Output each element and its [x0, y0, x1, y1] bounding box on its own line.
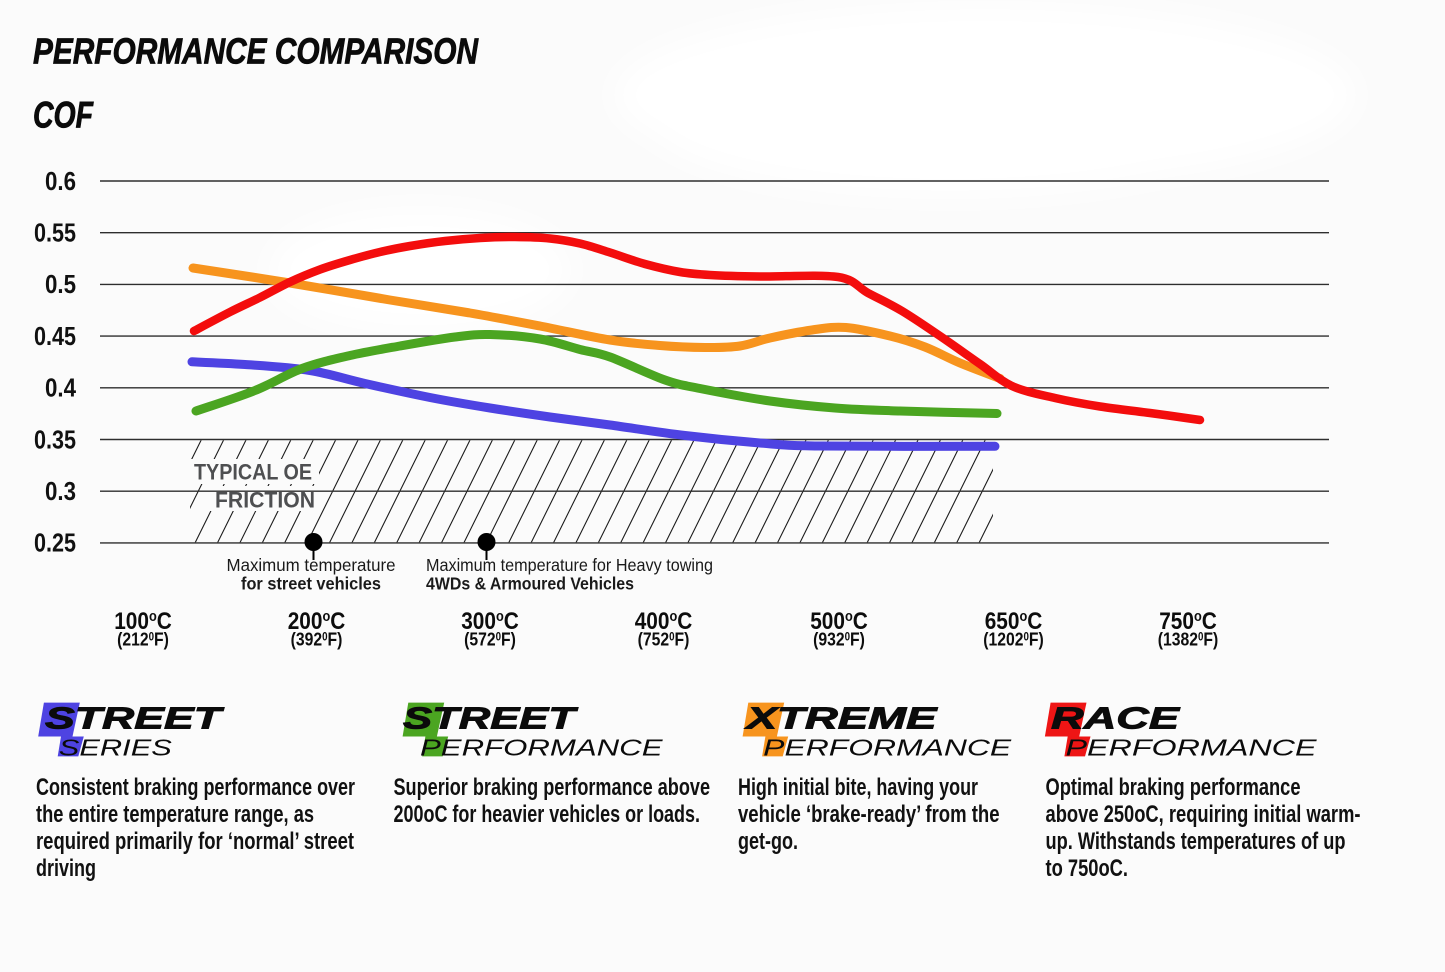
svg-text:(5720F): (5720F): [464, 628, 516, 650]
svg-text:Superior braking performance a: Superior braking performance above: [394, 774, 711, 801]
svg-text:500oC: 500oC: [810, 606, 868, 634]
svg-text:200oC: 200oC: [288, 606, 346, 634]
svg-text:the entire temperature range,: the entire temperature range, as: [36, 801, 314, 828]
svg-text:200oC for heavier vehicles or: 200oC for heavier vehicles or loads.: [394, 801, 701, 828]
svg-text:(3920F): (3920F): [291, 628, 343, 650]
svg-text:to 750oC.: to 750oC.: [1046, 855, 1129, 882]
svg-text:for street vehicles: for street vehicles: [241, 574, 381, 594]
svg-text:Maximum temperature: Maximum temperature: [227, 555, 396, 575]
svg-text:vehicle ‘brake-ready’ from the: vehicle ‘brake-ready’ from the: [738, 801, 1000, 828]
svg-text:(12020F): (12020F): [983, 628, 1043, 650]
svg-text:4WDs & Armoured Vehicles: 4WDs & Armoured Vehicles: [426, 574, 634, 594]
svg-text:Maximum temperature for Heavy: Maximum temperature for Heavy towing: [426, 555, 713, 575]
svg-text:up. Withstands temperatures of: up. Withstands temperatures of up: [1046, 828, 1346, 855]
svg-text:0.3: 0.3: [45, 478, 76, 506]
svg-text:0.4: 0.4: [45, 375, 77, 403]
svg-text:0.5: 0.5: [45, 271, 76, 299]
svg-text:COF: COF: [33, 95, 94, 136]
svg-text:get-go.: get-go.: [738, 828, 798, 855]
svg-text:STREET: STREET: [45, 700, 225, 735]
svg-text:(9320F): (9320F): [813, 628, 865, 650]
svg-text:Consistent braking performance: Consistent braking performance over: [36, 774, 355, 801]
svg-text:STREET: STREET: [403, 700, 579, 735]
svg-text:XTREME: XTREME: [744, 700, 939, 735]
svg-text:400oC: 400oC: [635, 606, 693, 634]
svg-text:driving: driving: [36, 855, 96, 882]
svg-text:High initial bite, having your: High initial bite, having your: [738, 774, 978, 801]
svg-text:PERFORMANCE: PERFORMANCE: [420, 734, 663, 760]
svg-text:0.6: 0.6: [45, 168, 76, 196]
svg-text:100oC: 100oC: [114, 606, 172, 634]
svg-text:FRICTION: FRICTION: [215, 488, 315, 513]
svg-text:(13820F): (13820F): [1158, 628, 1218, 650]
svg-text:above 250oC, requiring initial: above 250oC, requiring initial warm-: [1046, 801, 1361, 828]
svg-text:Optimal braking performance: Optimal braking performance: [1046, 774, 1301, 801]
svg-text:650oC: 650oC: [985, 606, 1043, 634]
svg-text:required primarily for ‘normal: required primarily for ‘normal’ street: [36, 828, 354, 855]
svg-text:0.45: 0.45: [34, 323, 76, 351]
svg-text:300oC: 300oC: [461, 606, 519, 634]
svg-text:PERFORMANCE COMPARISON: PERFORMANCE COMPARISON: [33, 31, 479, 72]
svg-text:PERFORMANCE: PERFORMANCE: [1066, 734, 1318, 760]
svg-text:750oC: 750oC: [1159, 606, 1217, 634]
svg-text:(2120F): (2120F): [117, 628, 169, 650]
svg-text:0.35: 0.35: [34, 426, 76, 454]
svg-text:SERIES: SERIES: [59, 734, 173, 760]
svg-text:RACE: RACE: [1051, 700, 1181, 735]
svg-text:0.55: 0.55: [34, 220, 76, 248]
svg-text:(7520F): (7520F): [638, 628, 690, 650]
svg-text:TYPICAL OE: TYPICAL OE: [194, 460, 312, 485]
svg-text:0.25: 0.25: [34, 530, 76, 558]
svg-text:PERFORMANCE: PERFORMANCE: [763, 734, 1012, 760]
